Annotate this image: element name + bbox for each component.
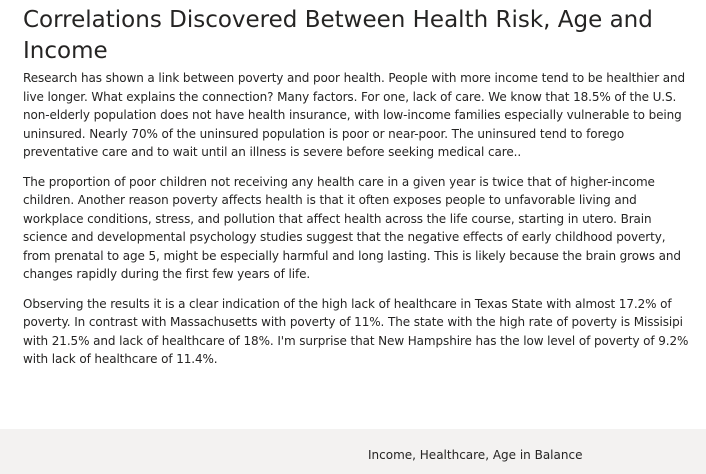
article-title: Correlations Discovered Between Health R… bbox=[23, 7, 653, 64]
footer-bar: Income, Healthcare, Age in Balance bbox=[0, 429, 706, 474]
article: Correlations Discovered Between Health R… bbox=[23, 5, 695, 380]
article-paragraph-1: Research has shown a link between povert… bbox=[23, 71, 686, 159]
article-paragraph-2: The proportion of poor children not rece… bbox=[23, 174, 681, 282]
footer-page-link[interactable]: Income, Healthcare, Age in Balance bbox=[368, 448, 583, 462]
article-paragraph-3: Observing the results it is a clear indi… bbox=[23, 296, 689, 367]
